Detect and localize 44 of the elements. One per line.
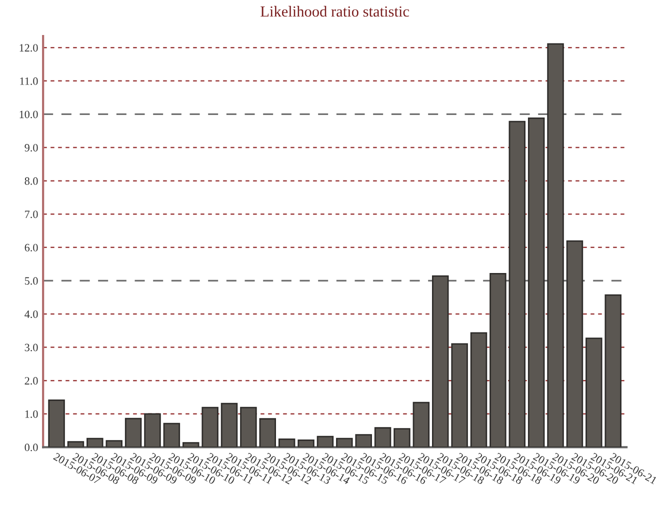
bar (394, 428, 410, 448)
bar (547, 43, 564, 448)
bar (106, 440, 122, 448)
bar (220, 402, 238, 448)
bar (163, 422, 180, 448)
y-tick-label: 8.0 (24, 177, 38, 185)
y-tick-label: 11.0 (20, 77, 38, 85)
bar (144, 413, 161, 448)
bar (336, 438, 353, 448)
bar (432, 275, 449, 448)
bar (566, 240, 584, 448)
y-tick-label: 2.0 (24, 377, 38, 385)
bar (67, 441, 84, 448)
y-tick-label: 5.0 (24, 277, 38, 285)
bar (278, 438, 296, 448)
y-tick-label: 3.0 (24, 344, 38, 352)
bar (490, 273, 506, 448)
bar (586, 338, 602, 448)
bar (240, 406, 257, 448)
bar (298, 439, 314, 448)
bar (259, 418, 276, 448)
bar (202, 406, 218, 448)
bar (508, 120, 526, 448)
bar (355, 434, 372, 448)
bar (470, 332, 488, 448)
y-tick-label: 12.0 (20, 44, 38, 52)
y-tick-label: 0.0 (24, 444, 38, 452)
bar (604, 294, 622, 448)
bar (528, 118, 545, 448)
y-tick-label: 10.0 (20, 110, 38, 118)
chart-title: Likelihood ratio statistic (260, 6, 410, 17)
y-tick-label: 4.0 (24, 310, 38, 318)
bar (86, 438, 104, 448)
bar (451, 343, 468, 448)
bar (182, 442, 200, 448)
bar (48, 400, 65, 448)
y-tick-label: 7.0 (25, 210, 38, 218)
y-tick-label: 6.0 (24, 244, 38, 252)
y-tick-label: 9.0 (24, 144, 38, 152)
bar (316, 436, 334, 448)
y-tick-label: 1.0 (25, 410, 38, 418)
bar (124, 418, 142, 448)
bar (412, 402, 430, 448)
bar (374, 427, 392, 448)
